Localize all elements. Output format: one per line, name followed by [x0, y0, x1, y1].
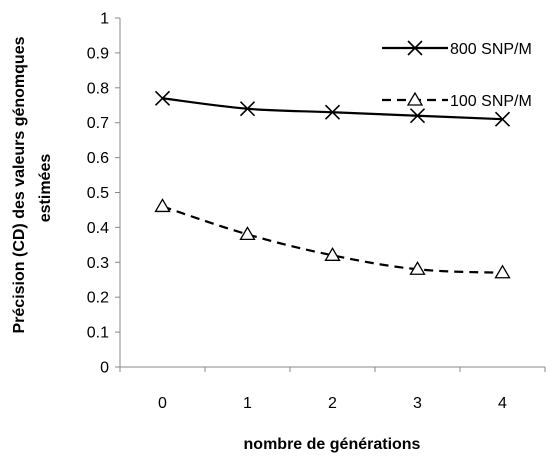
y-tick-label: 0: [100, 360, 109, 377]
legend-entry: 800 SNP/M: [382, 40, 532, 58]
data-point: [154, 90, 171, 106]
x-tick-label: 1: [243, 395, 252, 412]
y-axis-title-line-1: Précision (CD) des valeurs génomques: [11, 36, 28, 333]
y-tick-label: 0.5: [87, 185, 109, 202]
legend-marker: [407, 40, 423, 56]
legend-entry: 100 SNP/M: [382, 91, 532, 110]
legend-label: 100 SNP/M: [450, 93, 532, 110]
y-tick-label: 0.3: [87, 255, 109, 272]
y-tick-label: 0.6: [87, 150, 109, 167]
data-point: [409, 108, 426, 124]
y-tick-label: 0.1: [87, 325, 109, 342]
data-point: [324, 104, 341, 120]
series-line: [162, 205, 503, 274]
x-tick-label: 0: [158, 395, 167, 412]
y-axis-title-line-2: estimées: [37, 154, 54, 223]
legend-marker: [406, 91, 424, 106]
data-point: [409, 260, 426, 275]
data-point: [494, 111, 511, 127]
data-point: [154, 198, 171, 213]
x-axis-title: nombre de générations: [244, 436, 421, 453]
data-point: [239, 101, 256, 117]
legend-label: 800 SNP/M: [450, 41, 532, 58]
y-tick-label: 0.4: [87, 220, 109, 237]
data-point: [239, 226, 256, 241]
data-point: [324, 247, 341, 261]
y-tick-label: 0.7: [87, 115, 109, 132]
x-tick-label: 2: [328, 395, 337, 412]
y-tick-label: 0.9: [87, 45, 109, 62]
series-layer: [154, 90, 511, 279]
x-tick-label: 3: [413, 395, 422, 412]
x-tick-label: 4: [498, 395, 507, 412]
series-2: [154, 198, 511, 279]
legend: 800 SNP/M 100 SNP/M: [382, 40, 532, 110]
series-1: [154, 90, 511, 127]
y-tick-label: 0.2: [87, 290, 109, 307]
y-tick-label: 0.8: [87, 80, 109, 97]
y-tick-label: 1: [100, 11, 109, 28]
axes: 0 0.1 0.2 0.3 0.4 0.5 0.6 0.7 0.8 0.9 1 0 1 2 3 4: [87, 11, 546, 412]
data-point: [494, 264, 511, 279]
